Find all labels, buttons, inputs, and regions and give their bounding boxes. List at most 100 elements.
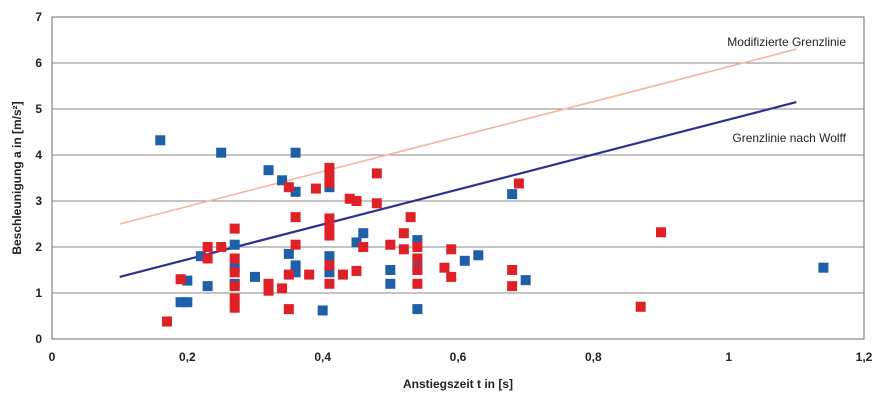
- y-tick-label: 5: [35, 102, 42, 116]
- blue-data-point: [818, 262, 829, 273]
- blue-data-point: [459, 255, 470, 266]
- blue-data-point: [263, 165, 274, 176]
- red-data-point: [351, 265, 362, 276]
- red-data-point: [324, 162, 335, 173]
- red-data-point: [310, 183, 321, 194]
- blue-data-point: [182, 275, 193, 286]
- red-data-point: [507, 281, 518, 292]
- red-data-point: [412, 253, 423, 264]
- red-data-point: [290, 239, 301, 250]
- y-axis-title: Beschleunigung a in [m/s²]: [10, 101, 24, 254]
- blue-data-point: [155, 135, 166, 146]
- red-data-point: [283, 269, 294, 280]
- y-tick-label: 4: [35, 148, 42, 162]
- red-data-point: [283, 182, 294, 193]
- blue-data-point: [324, 251, 335, 262]
- blue-data-point: [507, 189, 518, 200]
- x-tick-label: 0: [49, 350, 56, 364]
- red-data-point: [635, 301, 646, 312]
- red-data-point: [229, 293, 240, 304]
- y-tick-label: 1: [35, 286, 42, 300]
- x-axis-title: Anstiegszeit t in [s]: [403, 377, 513, 391]
- blue-data-point: [290, 186, 301, 197]
- gridlines: [52, 62, 864, 294]
- line-annotations: Modifizierte Grenzlinie Grenzlinie nach W…: [727, 35, 846, 145]
- y-tick-label: 7: [35, 10, 42, 24]
- red-data-point: [344, 193, 355, 204]
- blue-data-point: [195, 251, 206, 262]
- red-data-point: [412, 265, 423, 275]
- red-data-point: [229, 302, 240, 313]
- red-data-point: [324, 260, 335, 271]
- blue-data-point: [358, 228, 369, 239]
- blue-data-point: [277, 175, 288, 186]
- y-tick-label: 3: [35, 194, 42, 208]
- red-data-point: [358, 242, 369, 252]
- red-data-point: [656, 227, 666, 238]
- blue-data-point: [351, 237, 362, 248]
- blue-data-point: [182, 297, 193, 308]
- red-data-point: [439, 262, 450, 273]
- blue-data-point: [216, 147, 227, 158]
- red-data-point: [405, 212, 416, 223]
- red-data-point: [283, 304, 294, 315]
- red-data-point: [229, 281, 240, 292]
- blue-data-point: [290, 267, 301, 278]
- y-tick-label: 2: [35, 240, 42, 254]
- x-tick-label: 0,6: [450, 350, 467, 364]
- red-data-point: [507, 265, 518, 275]
- red-data-point: [263, 285, 274, 296]
- blue-data-point: [324, 267, 335, 278]
- red-data-point: [202, 253, 213, 264]
- x-tick-label: 0,4: [314, 350, 331, 364]
- blue-data-point: [412, 235, 423, 246]
- red-data-point: [216, 242, 227, 252]
- red-data-point: [446, 271, 457, 282]
- red-data-point: [337, 269, 348, 280]
- red-data-point: [263, 278, 274, 289]
- red-data-point: [446, 244, 457, 255]
- red-data-point: [412, 278, 423, 289]
- x-tick-labels: 0 0,2 0,4 0,6 0,8 1 1,2: [49, 350, 873, 364]
- blue-data-point: [202, 281, 213, 292]
- x-tick-label: 1: [725, 350, 732, 364]
- red-data-point: [371, 198, 382, 209]
- blue-data-point: [229, 239, 240, 250]
- blue-data-point: [290, 147, 301, 158]
- red-data-point: [351, 196, 362, 206]
- red-data-point: [412, 242, 423, 252]
- blue-data-point: [473, 250, 484, 261]
- red-data-point: [324, 223, 335, 234]
- red-data-point: [324, 177, 335, 188]
- blue-data-point: [290, 260, 301, 271]
- y-tick-label: 6: [35, 56, 42, 70]
- wolff-limit-label: Grenzlinie nach Wolff: [732, 131, 846, 145]
- modified-limit-line: [119, 48, 797, 225]
- red-data-point: [398, 228, 409, 239]
- x-tick-label: 0,2: [179, 350, 196, 364]
- x-tick-label: 0,8: [585, 350, 602, 364]
- blue-data-point: [520, 275, 531, 286]
- modified-limit-label: Modifizierte Grenzlinie: [727, 35, 846, 49]
- red-data-point: [398, 244, 409, 255]
- blue-data-point: [250, 271, 260, 282]
- blue-data-point: [175, 297, 186, 308]
- red-data-point: [229, 267, 240, 278]
- y-tick-label: 0: [35, 332, 42, 346]
- red-data-point: [229, 253, 240, 264]
- red-data-point: [324, 230, 335, 241]
- red-data-point: [290, 212, 301, 223]
- x-tick-label: 1,2: [856, 350, 873, 364]
- blue-data-point: [317, 305, 328, 316]
- red-data-point: [229, 223, 240, 234]
- plot-frame: [51, 16, 865, 340]
- red-data-point: [513, 178, 524, 189]
- red-data-point: [324, 213, 335, 224]
- y-tick-labels: 0 1 2 3 4 5 6 7: [35, 10, 42, 346]
- blue-data-point: [412, 304, 423, 315]
- data-points: [155, 135, 829, 327]
- blue-data-point: [283, 248, 294, 259]
- red-data-point: [162, 316, 173, 327]
- red-data-point: [175, 274, 186, 285]
